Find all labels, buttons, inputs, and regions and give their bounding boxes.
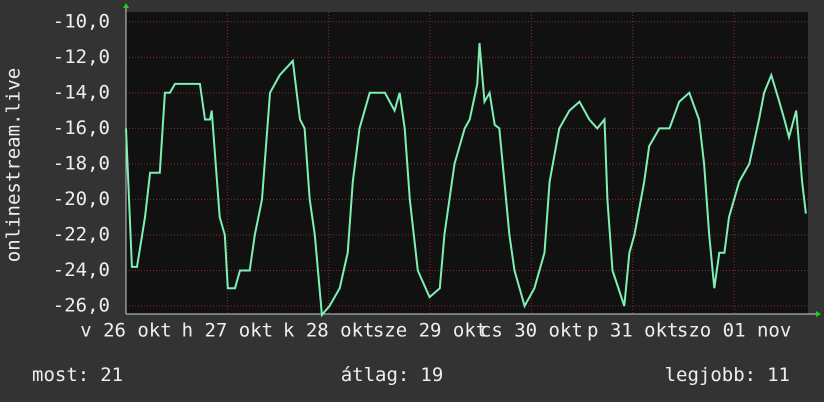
y-tick-label: -22,0 [53,223,110,245]
y-tick-label: -24,0 [53,259,110,281]
stat-label: legjobb: [665,364,757,386]
y-tick-label: -10,0 [53,10,110,32]
stat-value: 11 [767,364,790,386]
x-tick-label: p 31 okt [587,320,679,342]
y-tick-label: -20,0 [53,188,110,210]
footer-stat: átlag: 19 [341,364,444,386]
x-tick-label: h 27 okt [182,320,274,342]
stat-value: 19 [420,364,443,386]
stat-label: átlag: [341,364,410,386]
x-tick-label: v 26 okt [80,320,172,342]
x-tick-label: k 28 okt [283,320,375,342]
y-tick-label: -14,0 [53,81,110,103]
x-tick-label: sze 29 okt [373,320,487,342]
y-tick-label: -16,0 [53,117,110,139]
x-tick-label: szo 01 nov [677,320,791,342]
axis-arrow [816,311,821,317]
stat-label: most: [32,364,89,386]
x-tick-label: cs 30 okt [480,320,583,342]
y-tick-label: -18,0 [53,152,110,174]
y-tick-label: -26,0 [53,295,110,317]
data-line [125,43,807,318]
axis-arrow [123,3,129,8]
plot-area [126,12,808,314]
stat-value: 21 [100,364,123,386]
footer-stat: most: 21 [32,364,123,386]
y-tick-label: -12,0 [53,46,110,68]
y-axis-label: onlinestream.live [3,68,25,262]
footer-stat: legjobb: 11 [665,364,790,386]
